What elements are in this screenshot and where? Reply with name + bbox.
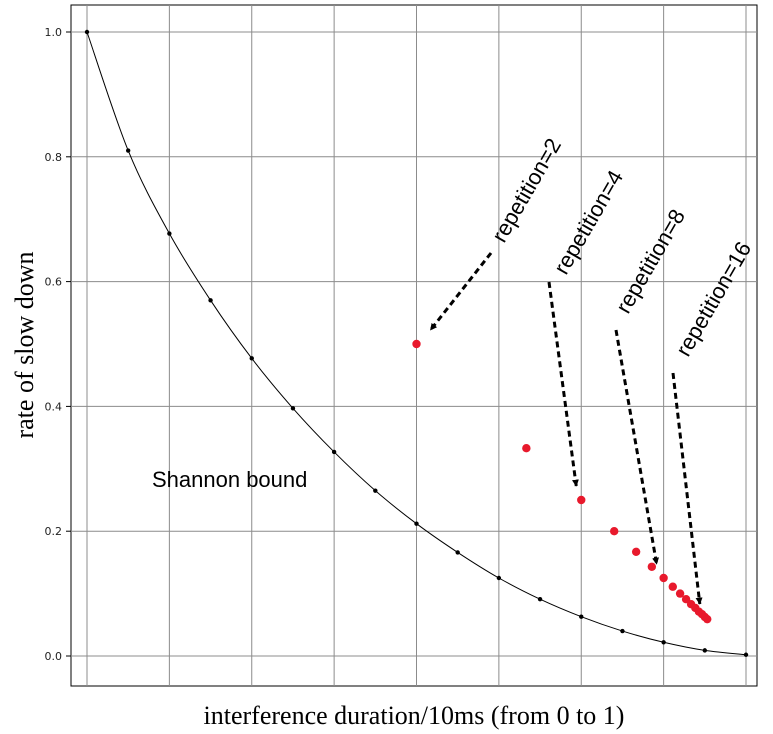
shannon-point-13: [620, 628, 625, 634]
y-tick-label-5: 1.0: [45, 26, 63, 39]
shannon-point-12: [579, 614, 584, 619]
repetition-points: [412, 339, 712, 624]
repetition-point-2: [577, 495, 586, 505]
shannon-point-16: [743, 652, 749, 657]
annotation-arrow-4: [671, 372, 703, 605]
shannon-point-15: [702, 648, 708, 653]
shannon-point-4: [249, 356, 254, 361]
repetition-point-6: [659, 573, 668, 583]
repetition-point-5: [647, 562, 657, 571]
shannon-point-14: [661, 640, 666, 645]
shannon-point-9: [455, 550, 460, 555]
shannon-point-6: [331, 449, 337, 455]
repetition-point-1: [522, 444, 531, 453]
y-tick-label-3: 0.6: [45, 276, 63, 289]
repetition-point-0: [412, 339, 421, 349]
y-tick-label-4: 0.8: [45, 151, 63, 164]
y-tick-label-2: 0.4: [45, 400, 63, 413]
annotation-arrow-1: [429, 252, 493, 331]
shannon-point-3: [208, 298, 213, 303]
annotation-arrow-2: [547, 281, 579, 487]
shannon-point-7: [373, 488, 378, 493]
shannon-point-0: [84, 29, 90, 35]
shannon-point-8: [414, 521, 419, 526]
shannon-point-5: [290, 406, 296, 411]
annotation-arrows: [429, 252, 703, 605]
annotation-shannon-bound: Shannon bound: [152, 467, 307, 492]
shannon-bound-points: [84, 29, 749, 657]
shannon-point-1: [125, 148, 131, 153]
grid: [71, 5, 757, 686]
shannon-bound-curve: [86, 31, 747, 656]
y-tick-label-0: 0.0: [45, 650, 63, 663]
repetition-point-3: [610, 527, 619, 536]
y-tick-label-1: 0.2: [45, 525, 63, 538]
y-axis-title: rate of slow down: [10, 251, 39, 438]
x-axis-title: interference duration/10ms (from 0 to 1): [204, 701, 625, 730]
shannon-point-11: [537, 597, 543, 602]
shannon-point-10: [496, 575, 502, 581]
repetition-point-8: [675, 589, 685, 598]
y-axis: 0.0 0.2 0.4 0.6 0.8 1.0: [45, 26, 71, 663]
shannon-point-2: [167, 231, 172, 236]
repetition-point-15: [703, 614, 712, 624]
repetition-point-7: [668, 582, 677, 591]
repetition-point-4: [631, 547, 641, 556]
